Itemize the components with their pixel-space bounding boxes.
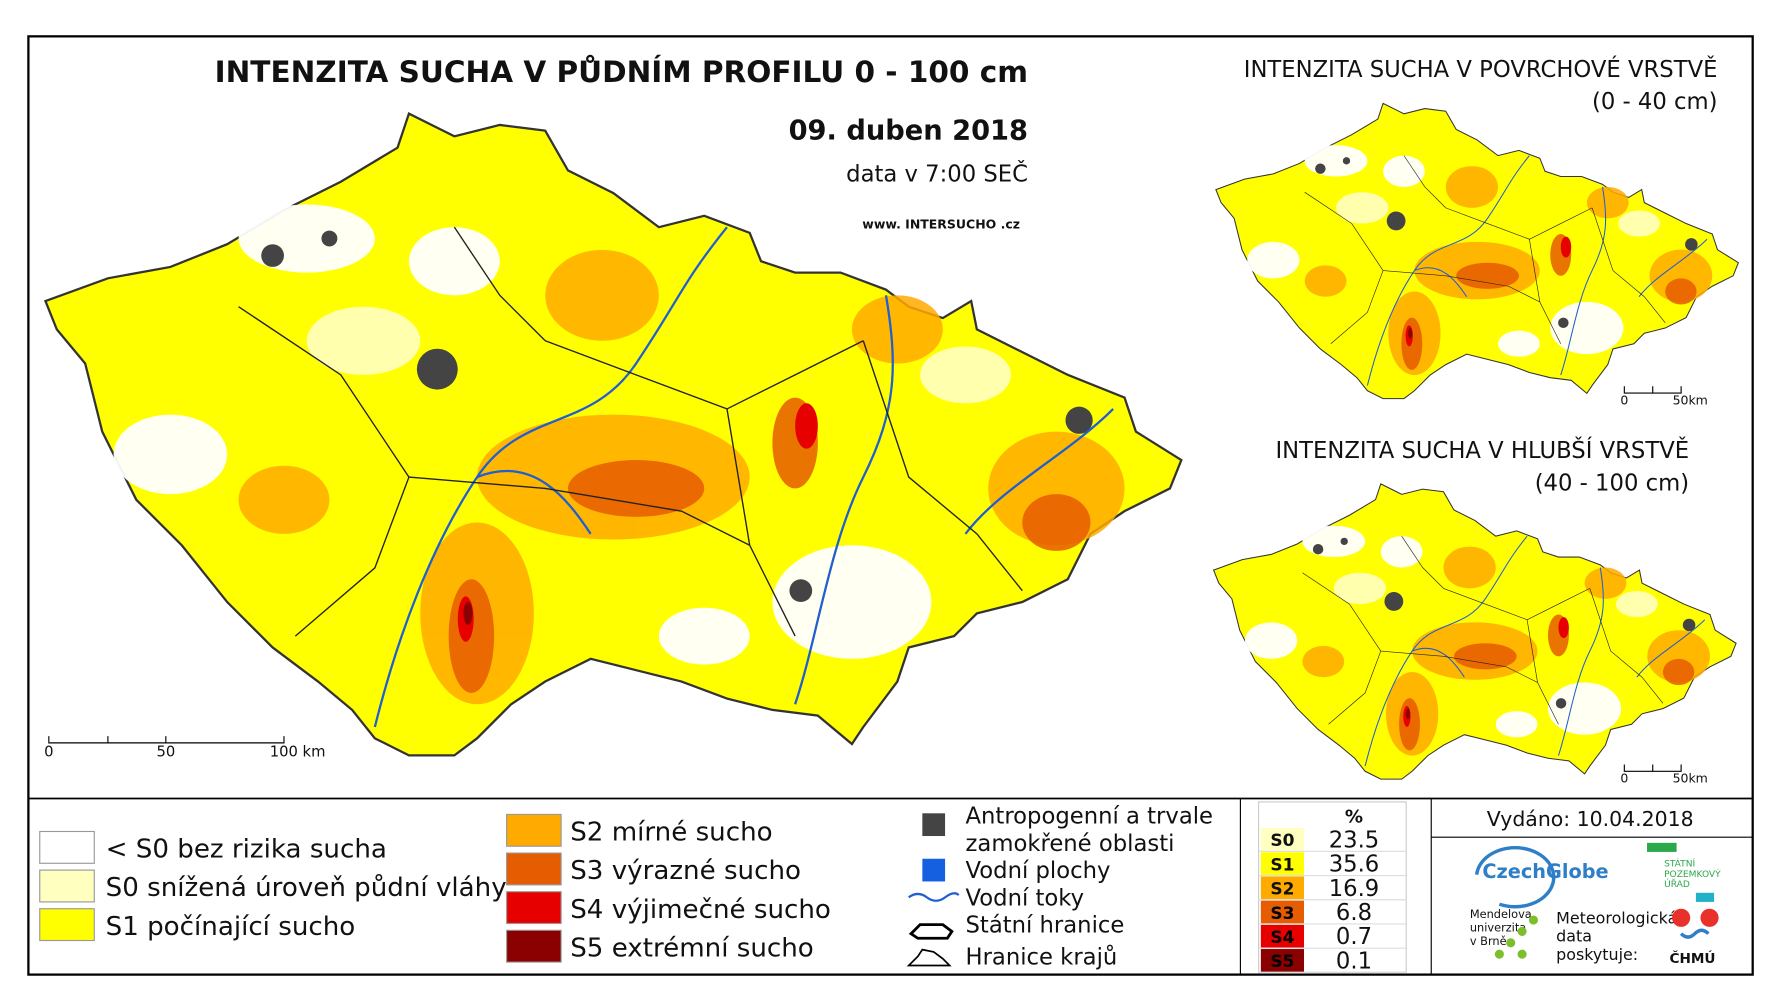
legend-icon xyxy=(922,858,946,882)
legend-label: Státní hranice xyxy=(966,913,1125,939)
legend-label: zamokřené oblasti xyxy=(966,831,1175,857)
scale-bar xyxy=(1623,764,1682,772)
legend-label: < S0 bez rizika sucha xyxy=(106,835,387,865)
website: www. INTERSUCHO .cz xyxy=(862,216,1020,231)
legend-label: S4 výjimečné sucho xyxy=(570,895,831,925)
logo-meteo: poskytuje: xyxy=(1556,945,1638,964)
legend: < S0 bez rizika sucha S0 snížená úroveň p… xyxy=(39,813,831,963)
legend-icon xyxy=(906,948,952,967)
class-label: S3 xyxy=(1270,904,1294,924)
legend-swatch xyxy=(506,813,562,847)
map-date: 09. duben 2018 xyxy=(789,116,1028,147)
logo-mark xyxy=(1474,845,1556,909)
class-label: S0 xyxy=(1270,831,1294,851)
legend-label: S3 výrazné sucho xyxy=(570,856,801,886)
inset-subtitle: (40 - 100 cm) xyxy=(1535,471,1689,497)
class-value: 0.7 xyxy=(1336,924,1372,950)
scale-label: 0 xyxy=(1620,392,1628,407)
class-label: S2 xyxy=(1270,880,1294,900)
scale-label: 100 km xyxy=(270,744,326,761)
logo-mendelu: univerzita xyxy=(1470,920,1526,934)
issued: Vydáno: 10.04.2018 xyxy=(1487,807,1694,831)
class-value: 6.8 xyxy=(1336,900,1372,926)
legend-label: S1 počínající sucho xyxy=(106,912,356,942)
scale-bar xyxy=(48,736,285,744)
legend-label: Vodní toky xyxy=(966,885,1085,911)
legend-label: Vodní plochy xyxy=(966,858,1111,884)
legend-icon xyxy=(922,813,946,837)
scale-label: 0 xyxy=(44,744,53,761)
inset-subtitle: (0 - 40 cm) xyxy=(1592,89,1718,115)
table-header: % xyxy=(1345,806,1363,827)
legend-swatch xyxy=(506,852,562,886)
class-cell xyxy=(1260,876,1305,900)
legend-swatch xyxy=(39,908,95,942)
legend-swatch xyxy=(39,830,95,864)
class-label: S5 xyxy=(1270,952,1294,972)
scale-label: 50km xyxy=(1673,771,1708,786)
stats-table: % S0 23.5 S1 35.6 S2 16.9 S3 6.8 S4 0.7 S5 0.1 xyxy=(1258,801,1407,974)
map-title: INTENZITA SUCHA V PŮDNÍM PROFILU 0 - 100… xyxy=(215,53,1028,89)
class-cell xyxy=(1260,828,1305,851)
class-value: 0.1 xyxy=(1336,948,1372,974)
logo-czechglobe: CzechGlobe xyxy=(1482,860,1608,883)
logo-spu: ÚŘAD xyxy=(1664,878,1690,890)
logo-mark xyxy=(1672,892,1719,939)
class-value: 35.6 xyxy=(1329,852,1380,878)
inset-title: INTENZITA SUCHA V POVRCHOVÉ VRSTVĚ xyxy=(1244,55,1718,83)
legend-icon xyxy=(908,923,954,940)
logo-spu: POZEMKOVÝ xyxy=(1664,868,1721,880)
legend-label: S0 snížená úroveň půdní vláhy xyxy=(106,873,507,903)
legend-swatch xyxy=(506,891,562,925)
class-value: 16.9 xyxy=(1329,876,1380,902)
scale-label: 50km xyxy=(1673,392,1708,407)
logo-meteo: data xyxy=(1556,927,1592,946)
logo-mark xyxy=(1494,915,1539,959)
logo-chmu: ČHMÚ xyxy=(1669,949,1715,967)
legend-label: S5 extrémní sucho xyxy=(570,933,814,963)
scale-label: 50 xyxy=(156,744,175,761)
legend-label: S2 mírné sucho xyxy=(570,818,772,848)
class-value: 23.5 xyxy=(1329,827,1380,853)
scale-bar xyxy=(1623,386,1682,394)
inset-title: INTENZITA SUCHA V HLUBŠÍ VRSTVĚ xyxy=(1275,436,1689,464)
legend-label: Antropogenní a trvale xyxy=(966,804,1214,830)
class-label: S1 xyxy=(1270,855,1294,875)
class-cell xyxy=(1260,852,1305,875)
class-cell xyxy=(1260,949,1305,972)
legend-icon xyxy=(908,892,960,902)
legend-label: Hranice krajů xyxy=(966,943,1118,970)
logo-spu: STÁTNÍ xyxy=(1664,858,1695,870)
class-cell xyxy=(1260,900,1305,924)
logo-meteo: Meteorologická xyxy=(1556,908,1677,927)
scale-label: 0 xyxy=(1620,771,1628,786)
legend-swatch xyxy=(39,869,95,903)
legend-swatch xyxy=(506,929,562,963)
logo-mendelu: Mendelova xyxy=(1470,907,1532,921)
logo-mark xyxy=(1647,842,1677,852)
data-time: data v 7:00 SEČ xyxy=(846,160,1028,188)
logo-mendelu: v Brně xyxy=(1470,934,1507,948)
class-label: S4 xyxy=(1270,928,1294,948)
class-cell xyxy=(1260,924,1305,948)
